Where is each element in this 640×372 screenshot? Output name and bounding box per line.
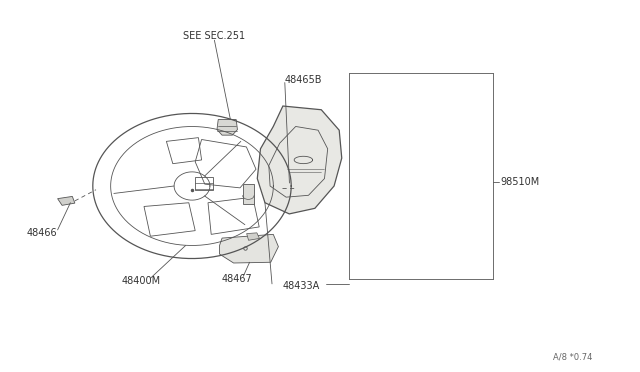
Polygon shape <box>257 106 342 214</box>
Text: 48433A: 48433A <box>282 282 319 291</box>
Polygon shape <box>283 183 296 193</box>
Text: 48465B: 48465B <box>285 75 323 85</box>
Text: 48400M: 48400M <box>121 276 161 286</box>
Text: 48466: 48466 <box>26 228 57 237</box>
Text: 98510M: 98510M <box>500 177 540 187</box>
Polygon shape <box>246 233 259 240</box>
Polygon shape <box>217 119 237 135</box>
Polygon shape <box>243 184 254 204</box>
Polygon shape <box>58 196 75 205</box>
Text: SEE SEC.251: SEE SEC.251 <box>183 32 246 41</box>
Text: A/8 *0.74: A/8 *0.74 <box>553 353 593 362</box>
Text: 48467: 48467 <box>221 274 252 284</box>
Polygon shape <box>220 234 278 263</box>
